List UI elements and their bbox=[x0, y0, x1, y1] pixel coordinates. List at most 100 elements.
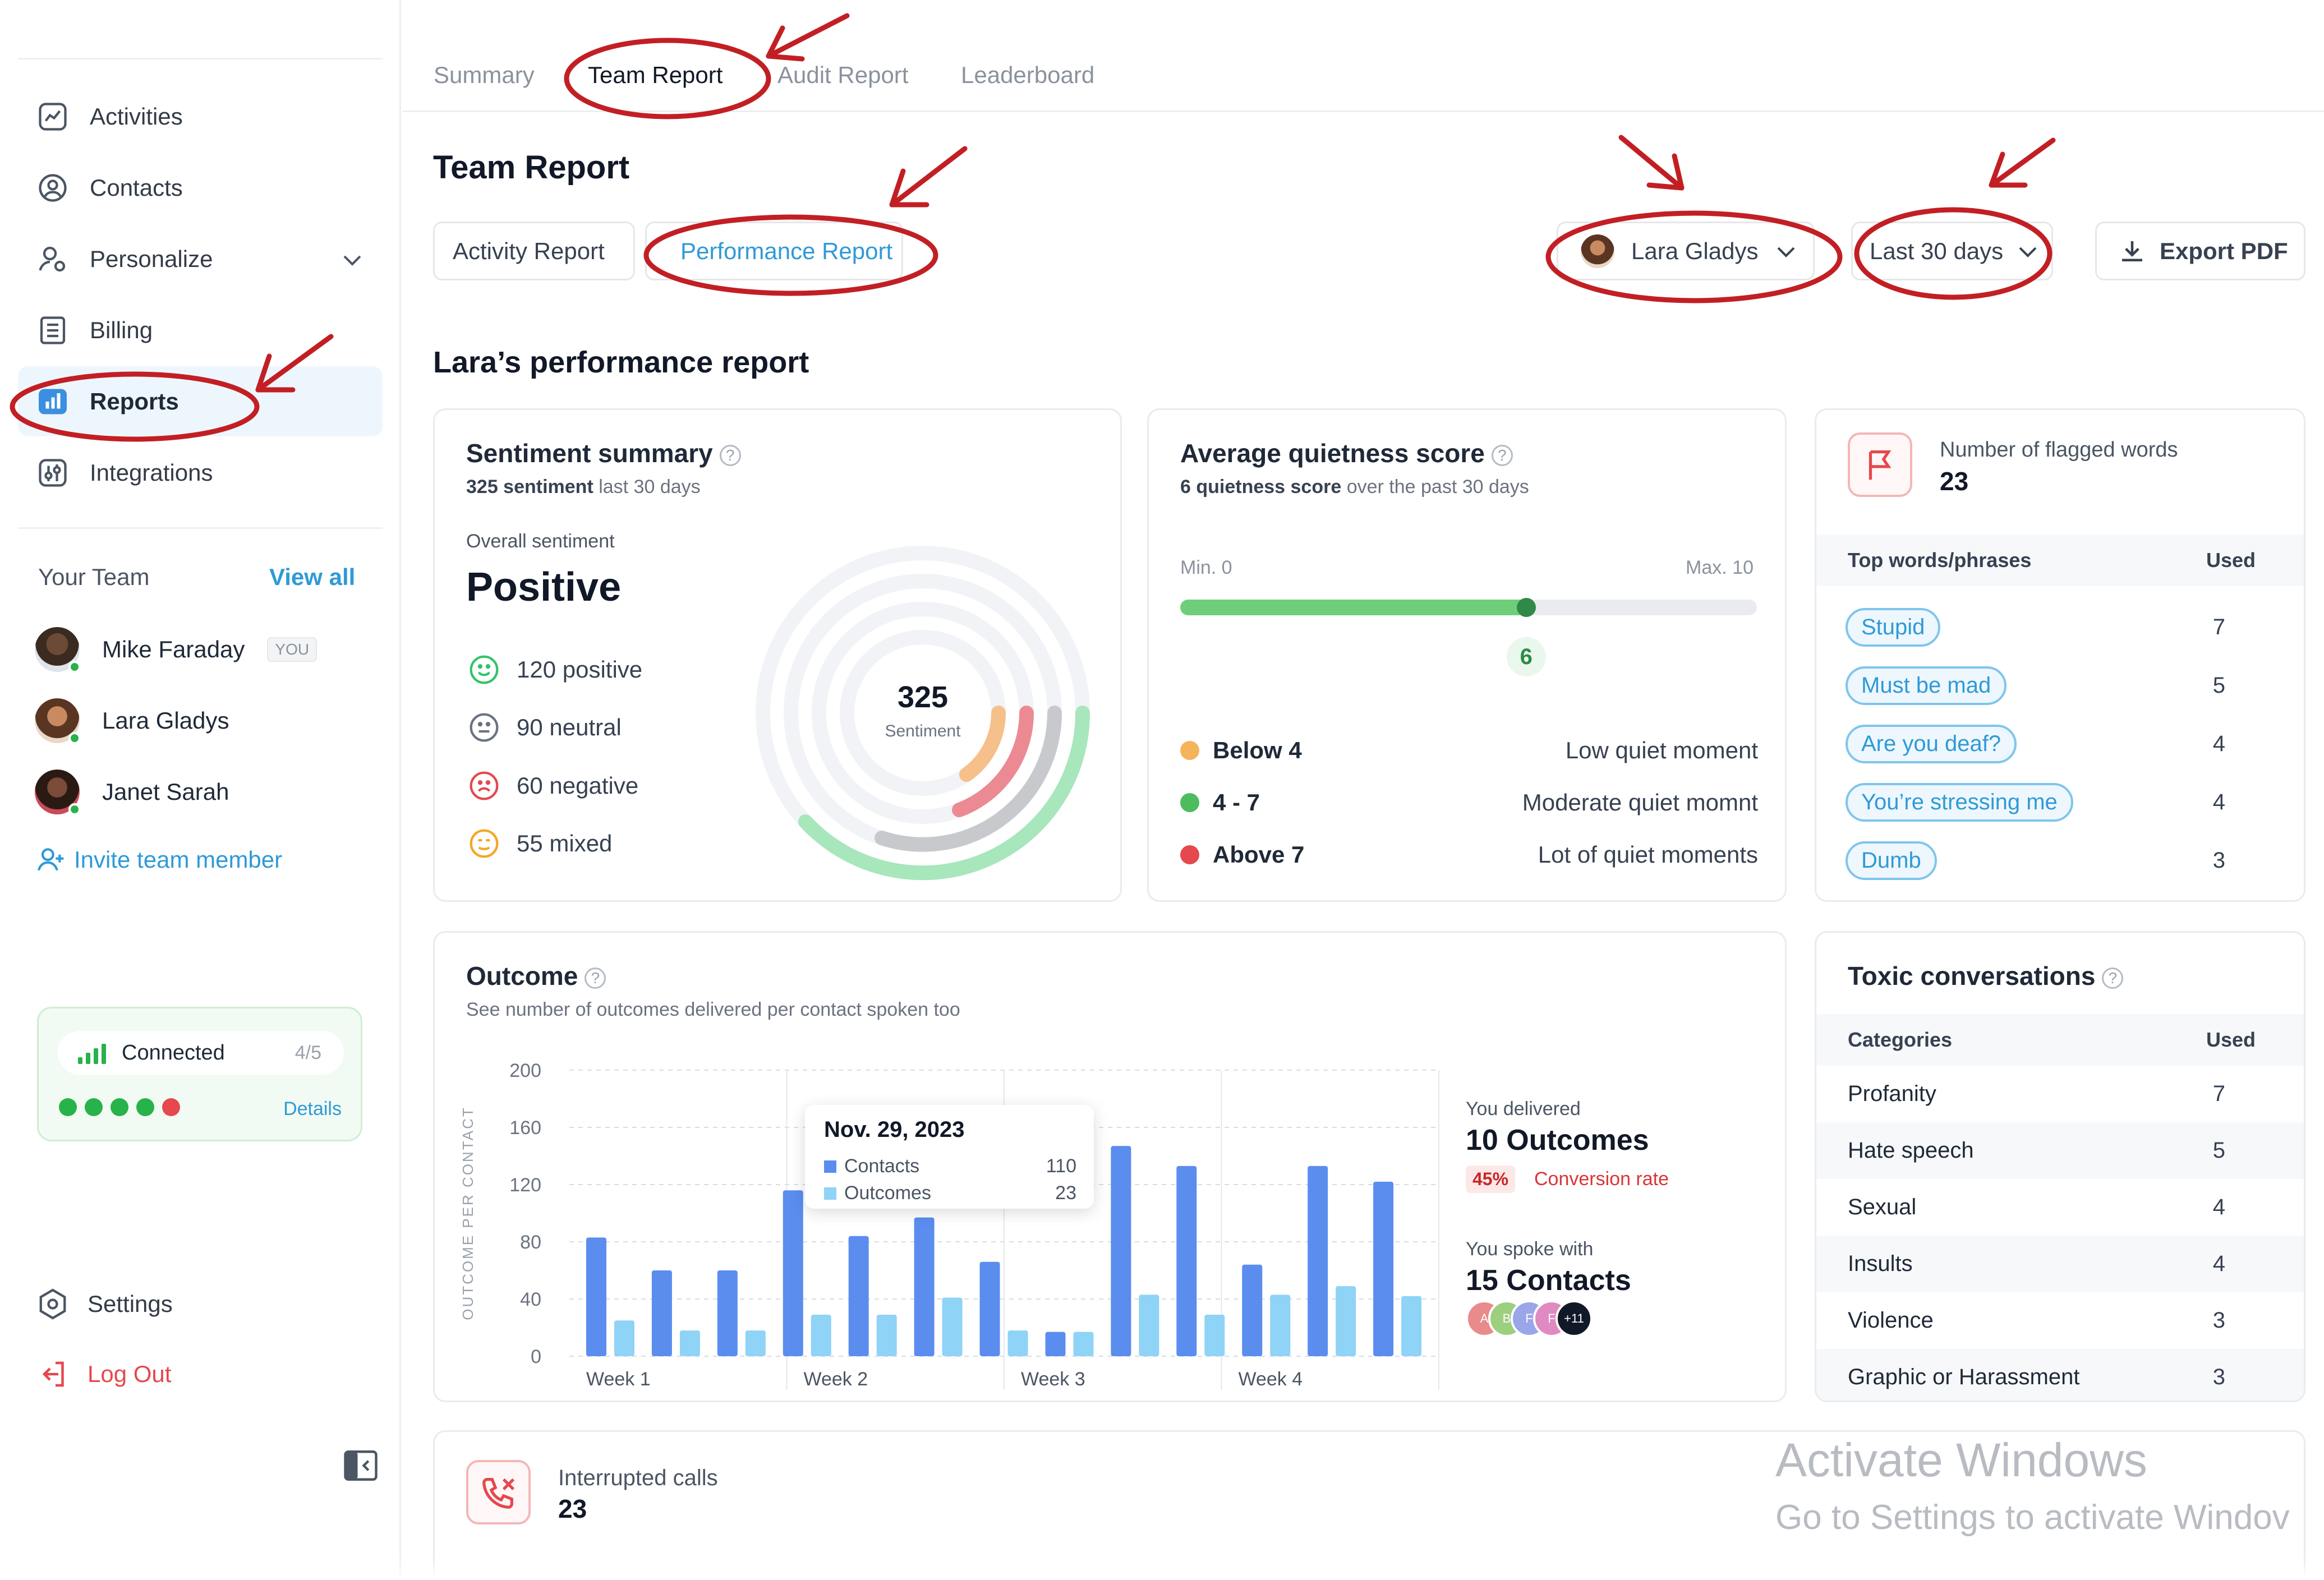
sidebar-item-integrations[interactable]: Integrations bbox=[18, 437, 383, 508]
card-subtitle: See number of outcomes delivered per con… bbox=[466, 999, 960, 1020]
category-name: Sexual bbox=[1848, 1195, 1917, 1219]
neutral-arc bbox=[875, 706, 1062, 852]
sidebar-item-label: Reports bbox=[90, 388, 179, 414]
member-name: Mike Faraday bbox=[102, 636, 245, 662]
sidebar-item-billing[interactable]: Billing bbox=[18, 295, 383, 365]
settings-button[interactable]: Settings bbox=[36, 1287, 173, 1321]
sidebar-item-reports[interactable]: Reports bbox=[18, 366, 383, 436]
bar-contacts bbox=[717, 1270, 738, 1356]
team-member[interactable]: Mike Faraday YOU bbox=[35, 619, 371, 680]
settings-gear-icon bbox=[39, 1288, 66, 1320]
legend-description: Lot of quiet moments bbox=[1538, 841, 1758, 868]
legend-dot-icon bbox=[1180, 793, 1199, 812]
smile-icon bbox=[470, 655, 499, 684]
tooltip-series: Contacts bbox=[844, 1155, 920, 1177]
more-avatars-count[interactable]: +11 bbox=[1556, 1300, 1593, 1337]
flagged-words-card: Number of flagged words 23 Top words/phr… bbox=[1815, 408, 2305, 902]
flagged-word-chip[interactable]: Must be mad bbox=[1846, 666, 2007, 705]
tab-summary[interactable]: Summary bbox=[434, 62, 535, 88]
overall-sentiment-label: Overall sentiment bbox=[466, 531, 615, 552]
flagged-word-chip[interactable]: You’re stressing me bbox=[1846, 782, 2073, 822]
column-header: Categories bbox=[1848, 1028, 1953, 1051]
bar-outcomes bbox=[1204, 1315, 1225, 1356]
interrupted-calls-count: 23 bbox=[558, 1494, 587, 1523]
avatar bbox=[1581, 234, 1614, 268]
chevron-down-icon[interactable] bbox=[339, 246, 366, 273]
bar-contacts bbox=[979, 1261, 1000, 1356]
member-select[interactable]: Lara Gladys bbox=[1557, 222, 1815, 280]
max-label: Max. 10 bbox=[1686, 557, 1754, 578]
tab-leaderboard[interactable]: Leaderboard bbox=[961, 62, 1095, 88]
quietness-score-card: Average quietness score? 6 quietness sco… bbox=[1147, 408, 1787, 902]
used-count: 4 bbox=[2212, 789, 2225, 814]
performance-report-tab[interactable]: Performance Report bbox=[645, 222, 903, 280]
quietness-marker bbox=[1516, 598, 1536, 617]
bar-outcomes bbox=[876, 1315, 897, 1356]
legend-dot-icon bbox=[1180, 741, 1199, 760]
bar-outcomes bbox=[1401, 1296, 1422, 1356]
member-select-value: Lara Gladys bbox=[1631, 237, 1759, 264]
help-icon[interactable]: ? bbox=[2102, 967, 2124, 989]
x-tick-label: Week 4 bbox=[1239, 1369, 1303, 1390]
sad-face-icon bbox=[470, 771, 499, 800]
sidebar-item-contacts[interactable]: Contacts bbox=[18, 153, 383, 223]
category-name: Violence bbox=[1848, 1308, 1934, 1333]
call-icon-box bbox=[466, 1460, 531, 1524]
collapse-sidebar-icon[interactable] bbox=[342, 1447, 379, 1484]
sidebar-item-activities[interactable]: Activities bbox=[18, 81, 383, 151]
add-user-icon bbox=[37, 848, 64, 871]
legend-swatch-icon bbox=[824, 1160, 836, 1173]
help-icon[interactable]: ? bbox=[719, 444, 741, 466]
export-pdf-button[interactable]: Export PDF bbox=[2095, 222, 2305, 280]
bar-outcomes bbox=[1270, 1295, 1291, 1356]
outcome-card: Outcome? See number of outcomes delivere… bbox=[433, 931, 1787, 1402]
tooltip-value: 110 bbox=[1046, 1155, 1076, 1177]
avatar bbox=[35, 698, 81, 744]
help-icon[interactable]: ? bbox=[1491, 444, 1513, 466]
card-title: Outcome? bbox=[466, 961, 606, 991]
connection-details-link[interactable]: Details bbox=[283, 1098, 342, 1120]
bar-contacts bbox=[914, 1217, 935, 1356]
export-label: Export PDF bbox=[2160, 237, 2288, 264]
flagged-word-chip[interactable]: Dumb bbox=[1846, 841, 1937, 880]
tab-audit-report[interactable]: Audit Report bbox=[777, 62, 909, 88]
min-label: Min. 0 bbox=[1180, 557, 1232, 578]
conversion-percent: 45% bbox=[1466, 1166, 1516, 1193]
card-subtitle: 325 sentiment last 30 days bbox=[466, 476, 701, 498]
flagged-word-chip[interactable]: Are you deaf? bbox=[1846, 724, 2017, 763]
interrupted-calls-card: Interrupted calls 23 bbox=[433, 1430, 2305, 1580]
flagged-words-label: Number of flagged words bbox=[1940, 438, 2178, 462]
table-row: Hate speech 5 bbox=[1816, 1122, 2304, 1179]
sentiment-row-label: 60 negative bbox=[517, 772, 639, 799]
y-axis-label: OUTCOME PER CONTACT bbox=[459, 1106, 476, 1320]
used-count: 3 bbox=[2212, 847, 2225, 873]
period-select[interactable]: Last 30 days bbox=[1851, 222, 2053, 280]
column-header: Used bbox=[2206, 1028, 2256, 1051]
view-all-link[interactable]: View all bbox=[269, 564, 356, 590]
help-icon[interactable]: ? bbox=[585, 967, 606, 989]
tab-team-report[interactable]: Team Report bbox=[588, 62, 723, 88]
mixed-face-icon bbox=[470, 829, 499, 858]
legend-range: 4 - 7 bbox=[1213, 789, 1260, 816]
activity-report-tab[interactable]: Activity Report bbox=[433, 222, 635, 280]
team-member[interactable]: Janet Sarah bbox=[35, 761, 371, 823]
bar-contacts bbox=[848, 1236, 869, 1356]
legend-description: Low quiet moment bbox=[1565, 737, 1758, 763]
card-subtitle: 6 quietness score over the past 30 days bbox=[1180, 476, 1529, 498]
flagged-word-chip[interactable]: Stupid bbox=[1846, 607, 1941, 647]
y-tick-label: 120 bbox=[509, 1174, 541, 1196]
neutral-face-icon bbox=[470, 713, 499, 742]
category-name: Profanity bbox=[1848, 1081, 1936, 1106]
invite-team-member-link[interactable]: Invite team member bbox=[35, 844, 282, 876]
used-count: 5 bbox=[2212, 672, 2225, 698]
sidebar-item-personalize[interactable]: Personalize bbox=[18, 224, 383, 294]
y-tick-label: 200 bbox=[509, 1060, 541, 1081]
avatar bbox=[35, 627, 81, 673]
logout-button[interactable]: Log Out bbox=[36, 1357, 171, 1391]
outcome-bar-chart: OUTCOME PER CONTACT 0 40 80 120 160 200 Week 1 W… bbox=[459, 1060, 1439, 1390]
team-member[interactable]: Lara Gladys bbox=[35, 690, 371, 752]
sidebar-top-divider bbox=[18, 58, 383, 59]
overall-sentiment-value: Positive bbox=[466, 565, 622, 610]
annotation-arrow bbox=[889, 146, 968, 208]
sentiment-total: 325 bbox=[898, 680, 948, 714]
